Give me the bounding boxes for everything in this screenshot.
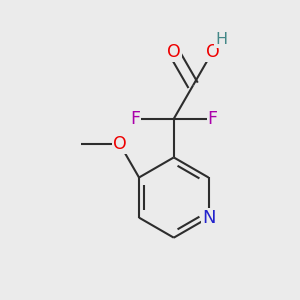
Text: F: F <box>130 110 140 128</box>
Text: H: H <box>215 32 227 47</box>
Text: O: O <box>167 43 181 61</box>
Text: O: O <box>113 135 127 153</box>
Text: F: F <box>207 110 218 128</box>
Text: N: N <box>202 208 215 226</box>
Text: O: O <box>206 43 219 61</box>
